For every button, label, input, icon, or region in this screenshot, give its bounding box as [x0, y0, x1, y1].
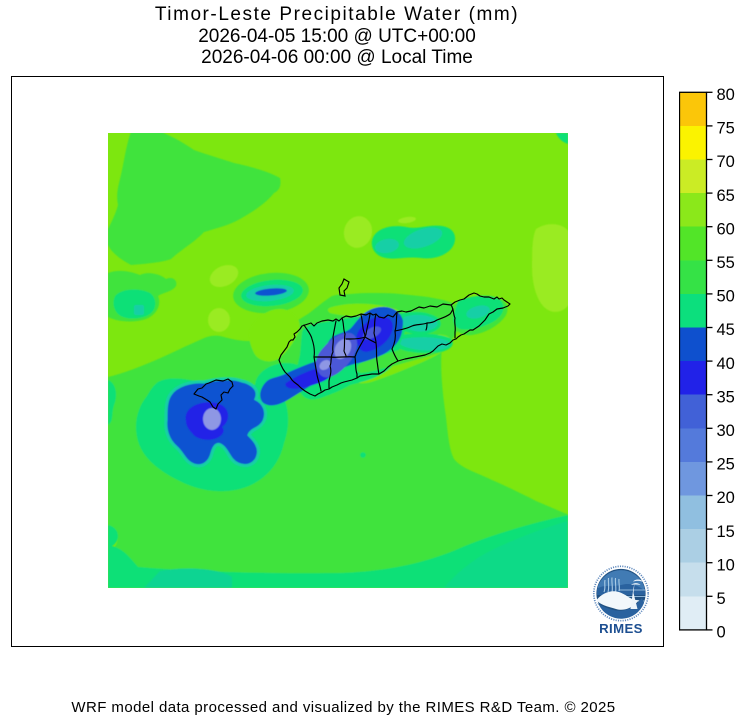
- svg-text:25: 25: [717, 456, 735, 474]
- svg-text:65: 65: [717, 187, 735, 205]
- svg-text:75: 75: [717, 120, 735, 138]
- svg-text:40: 40: [717, 355, 735, 373]
- svg-text:30: 30: [717, 422, 735, 440]
- svg-text:RIMES: RIMES: [599, 621, 643, 636]
- svg-text:45: 45: [717, 321, 735, 339]
- svg-text:35: 35: [717, 388, 735, 406]
- svg-text:55: 55: [717, 254, 735, 272]
- svg-text:60: 60: [717, 220, 735, 238]
- svg-text:20: 20: [717, 489, 735, 507]
- svg-text:50: 50: [717, 288, 735, 306]
- svg-text:15: 15: [717, 523, 735, 541]
- svg-text:0: 0: [717, 624, 726, 640]
- svg-text:70: 70: [717, 153, 735, 171]
- svg-text:80: 80: [717, 86, 735, 104]
- svg-text:10: 10: [717, 556, 735, 574]
- svg-text:5: 5: [717, 590, 726, 608]
